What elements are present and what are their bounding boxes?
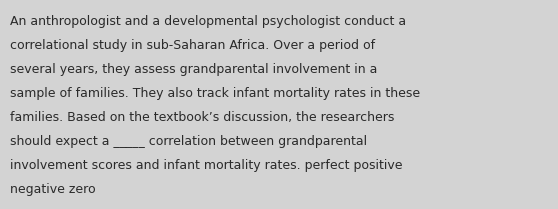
Text: negative zero: negative zero — [10, 183, 95, 196]
Text: correlational study in sub-Saharan Africa. Over a period of: correlational study in sub-Saharan Afric… — [10, 39, 375, 52]
Text: involvement scores and infant mortality rates. perfect positive: involvement scores and infant mortality … — [10, 159, 402, 172]
Text: several years, they assess grandparental involvement in a: several years, they assess grandparental… — [10, 63, 377, 76]
Text: sample of families. They also track infant mortality rates in these: sample of families. They also track infa… — [10, 87, 420, 100]
Text: should expect a _____ correlation between grandparental: should expect a _____ correlation betwee… — [10, 135, 367, 148]
Text: families. Based on the textbook’s discussion, the researchers: families. Based on the textbook’s discus… — [10, 111, 395, 124]
Text: An anthropologist and a developmental psychologist conduct a: An anthropologist and a developmental ps… — [10, 15, 406, 28]
